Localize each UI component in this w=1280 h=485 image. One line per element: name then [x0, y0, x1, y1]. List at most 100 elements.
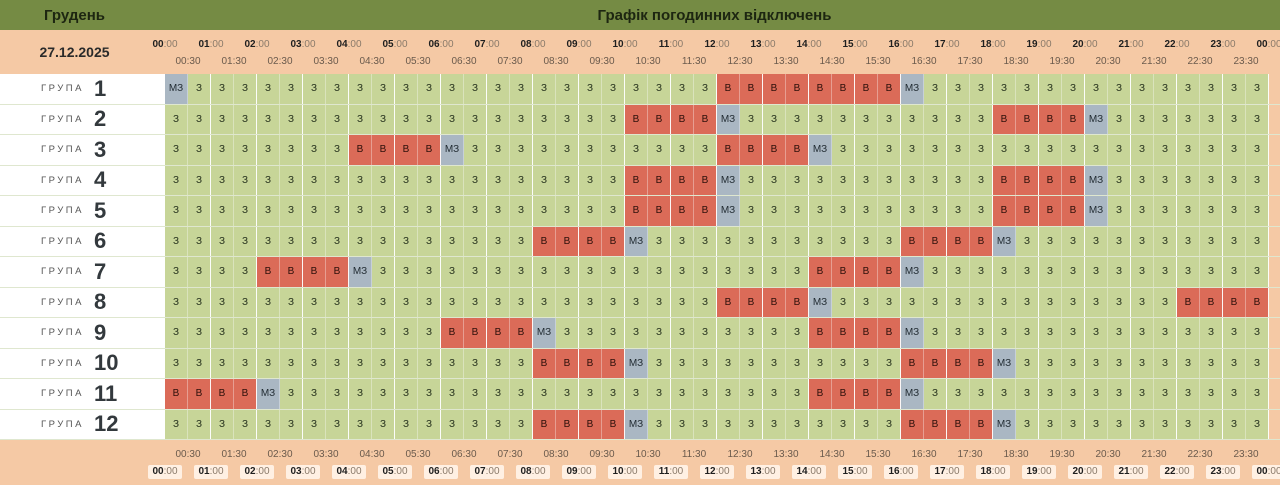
time-slot-off: В — [786, 287, 809, 317]
time-slot-on: З — [556, 379, 579, 409]
time-slot-on: З — [901, 165, 924, 195]
time-slot-on: З — [257, 409, 280, 439]
hour-label: 13:00 — [746, 465, 780, 479]
group-number: 2 — [93, 106, 107, 132]
time-slot-on: З — [1223, 379, 1246, 409]
time-slot-on: З — [809, 196, 832, 226]
time-slot-on: З — [993, 74, 1016, 104]
time-slot-on: З — [1223, 74, 1246, 104]
time-slot-off: В — [441, 318, 464, 348]
time-slot-on: З — [1131, 165, 1154, 195]
time-slot-on: З — [510, 226, 533, 256]
time-slot-on: З — [1154, 226, 1177, 256]
hour-label: 22:00 — [1164, 39, 1190, 50]
hour-label: 20:00 — [1068, 465, 1102, 479]
time-slot-on: З — [349, 287, 372, 317]
time-slot-off: В — [786, 74, 809, 104]
time-slot-on: З — [1131, 348, 1154, 378]
group-number: 3 — [93, 136, 107, 162]
time-slot-on: З — [418, 409, 441, 439]
time-slot-on: З — [740, 409, 763, 439]
time-slot-off: В — [878, 379, 901, 409]
time-slot-on: З — [1246, 104, 1269, 134]
time-slot-on: З — [970, 196, 993, 226]
time-slot-on: З — [372, 409, 395, 439]
hour-label: 00:00 — [148, 465, 182, 479]
time-slot-on: З — [1177, 226, 1200, 256]
time-slot-on: З — [1062, 135, 1085, 165]
time-slot-on: З — [947, 318, 970, 348]
hour-label: 09:00 — [566, 39, 592, 50]
group-number: 1 — [93, 75, 107, 101]
time-slot-on: З — [1062, 257, 1085, 287]
time-slot-on: З — [671, 226, 694, 256]
group-row: ГРУПА 1 МЗ З З З З З З З З З З З З З З З З З З З З З З З В В В В В В В В М… — [0, 74, 1280, 105]
hour-label: 04:00 — [336, 39, 362, 50]
time-slot-on: З — [487, 135, 510, 165]
time-slot-on: З — [188, 226, 211, 256]
group-number: 11 — [93, 380, 118, 406]
time-slot-off: В — [763, 74, 786, 104]
time-slot-on: З — [855, 104, 878, 134]
time-slot-on: З — [1016, 348, 1039, 378]
time-slot-off: В — [1039, 104, 1062, 134]
time-slot-on: З — [947, 196, 970, 226]
time-slot-on: З — [188, 74, 211, 104]
time-slot-on: З — [786, 196, 809, 226]
time-slot-on: З — [1108, 287, 1131, 317]
time-slot-on: З — [625, 287, 648, 317]
time-slot-off: В — [648, 104, 671, 134]
time-slot-on: З — [1177, 74, 1200, 104]
hour-label: 14:00 — [792, 465, 826, 479]
hour-label: 15:00 — [842, 39, 868, 50]
time-slot-off: В — [878, 318, 901, 348]
time-slot-on: З — [326, 104, 349, 134]
time-slot-on: З — [395, 409, 418, 439]
time-slot-on: З — [1246, 409, 1269, 439]
time-slot-on: З — [211, 318, 234, 348]
time-slot-on: З — [832, 226, 855, 256]
time-slot-on: З — [1039, 135, 1062, 165]
half-hour-label: 08:30 — [543, 56, 569, 67]
half-hour-label: 16:30 — [911, 56, 937, 67]
time-slot-on: З — [188, 409, 211, 439]
time-slot-on: З — [1131, 74, 1154, 104]
time-slot-on: З — [947, 165, 970, 195]
time-slot-off: В — [165, 379, 188, 409]
time-slot-on: З — [326, 74, 349, 104]
time-slot-on: З — [602, 318, 625, 348]
time-slot-on: З — [280, 409, 303, 439]
hour-label: 16:00 — [888, 39, 914, 50]
time-slot-off: В — [740, 74, 763, 104]
hour-label: 13:00 — [750, 39, 776, 50]
time-slot-on: З — [349, 74, 372, 104]
time-slot-on: З — [556, 135, 579, 165]
time-slot-on: З — [464, 135, 487, 165]
time-slot-off: В — [395, 135, 418, 165]
time-slot-maybe: МЗ — [625, 226, 648, 256]
hour-label: 21:00 — [1118, 39, 1144, 50]
time-slot-on: З — [441, 226, 464, 256]
time-slot-on: З — [487, 196, 510, 226]
time-slot-on: З — [717, 348, 740, 378]
time-slot-on: З — [694, 226, 717, 256]
time-slot-off: В — [671, 165, 694, 195]
time-slot-on: З — [855, 409, 878, 439]
time-slot-on: З — [694, 287, 717, 317]
time-slot-on: З — [625, 135, 648, 165]
time-slot-on: З — [855, 165, 878, 195]
time-slot-on: З — [441, 348, 464, 378]
time-slot-on: З — [970, 135, 993, 165]
time-slot-off: В — [648, 196, 671, 226]
time-slot-off: В — [878, 257, 901, 287]
time-slot-on: З — [970, 257, 993, 287]
time-slot-maybe: МЗ — [349, 257, 372, 287]
group-row: ГРУПА 2 З З З З З З З З З З З З З З З З З З З З В В В В МЗ З З З З З З З З… — [0, 104, 1280, 135]
time-slot-on: З — [326, 287, 349, 317]
time-slot-off: В — [970, 409, 993, 439]
time-slot-on: З — [487, 165, 510, 195]
group-word: ГРУПА — [41, 296, 84, 308]
time-slot-on: З — [372, 379, 395, 409]
time-slot-maybe: МЗ — [533, 318, 556, 348]
group-number: 10 — [93, 350, 119, 376]
